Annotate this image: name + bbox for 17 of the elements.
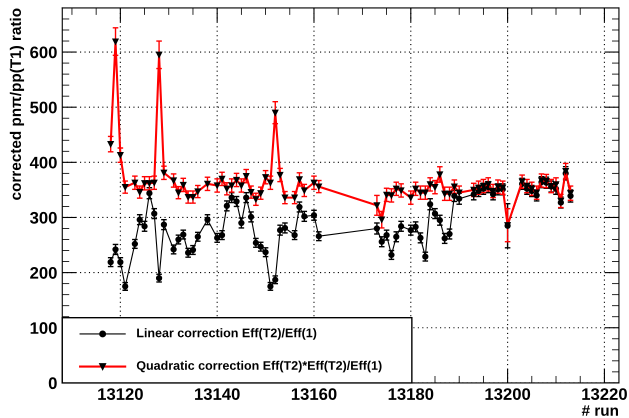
x-tick-label: 13200 — [485, 388, 530, 400]
x-tick-label: 13120 — [98, 388, 143, 400]
y-tick-label: 200 — [30, 267, 57, 279]
y-tick-label: 300 — [30, 212, 57, 224]
y-tick-label: 500 — [30, 102, 57, 114]
x-tick-label: 13180 — [388, 388, 434, 400]
y-tick-label: 100 — [30, 322, 57, 334]
x-axis-title: # run — [582, 405, 618, 416]
y-axis-title: corrected pnπ/pp(T1) ratio — [10, 8, 24, 200]
x-tick-label: 13160 — [292, 388, 336, 400]
y-tick-label: 400 — [30, 156, 57, 169]
y-tick-label: 600 — [30, 46, 57, 58]
y-tick-label: 0 — [48, 377, 57, 390]
legend-label: Quadratic correction Eff(T2)*Eff(T2)/Eff(1) — [136, 360, 382, 372]
x-tick-label: 13140 — [195, 388, 240, 400]
x-tick-label: 13220 — [582, 388, 627, 400]
legend-label: Linear correction Eff(T2)/Eff(1) — [137, 328, 316, 340]
